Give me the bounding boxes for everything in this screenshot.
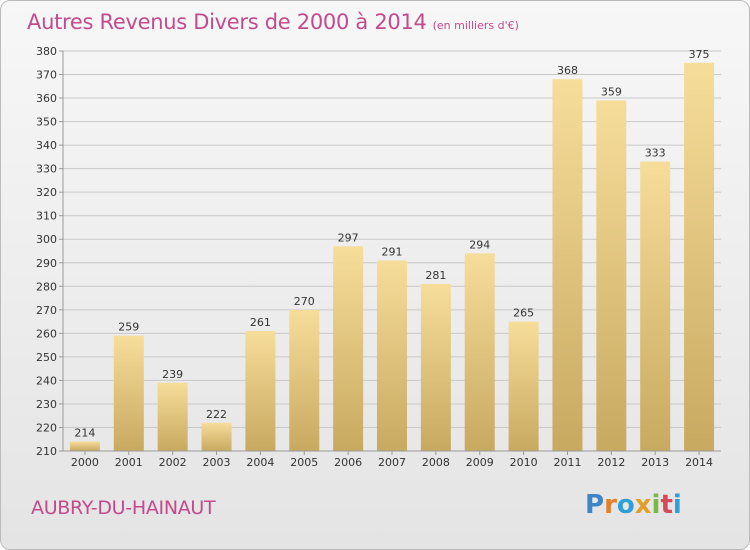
logo-letter: o xyxy=(616,490,635,520)
y-tick-label: 210 xyxy=(36,445,57,458)
proxiti-logo: Proxiti xyxy=(585,490,682,520)
logo-letter: r xyxy=(604,490,617,520)
y-tick-label: 320 xyxy=(36,186,57,199)
bar xyxy=(201,422,232,451)
commune-name: AUBRY-DU-HAINAUT xyxy=(31,497,216,519)
data-label: 239 xyxy=(162,368,183,381)
x-tick-label: 2007 xyxy=(378,456,406,469)
bar xyxy=(420,283,451,451)
bar xyxy=(508,321,539,451)
y-tick-label: 330 xyxy=(36,163,57,176)
bar xyxy=(377,260,407,451)
x-tick-label: 2012 xyxy=(597,456,625,469)
data-label: 261 xyxy=(250,316,271,329)
x-tick-label: 2000 xyxy=(71,456,99,469)
bar xyxy=(640,161,671,451)
data-label: 297 xyxy=(338,231,359,244)
x-tick-label: 2010 xyxy=(510,456,538,469)
x-tick-label: 2008 xyxy=(422,456,450,469)
y-tick-label: 260 xyxy=(36,327,57,340)
y-tick-label: 380 xyxy=(36,45,57,58)
bar xyxy=(289,309,320,451)
bar xyxy=(113,335,144,451)
y-tick-label: 340 xyxy=(36,139,57,152)
data-label: 259 xyxy=(118,321,139,334)
chart-title: Autres Revenus Divers de 2000 à 2014 xyxy=(27,10,427,34)
y-tick-label: 350 xyxy=(36,116,57,129)
x-tick-label: 2005 xyxy=(290,456,318,469)
axes: 210 220 230 240 250 260 270 280 290 300 310 320 330 3… xyxy=(36,45,721,469)
data-labels: 214 259 239 222 261 270 297 291 281 294 265 368 359 3… xyxy=(74,48,709,440)
x-tick-label: 2014 xyxy=(685,456,713,469)
data-label: 281 xyxy=(425,269,446,282)
x-tick-label: 2001 xyxy=(115,456,143,469)
x-tick-label: 2002 xyxy=(159,456,187,469)
data-label: 214 xyxy=(74,427,95,440)
bar xyxy=(684,62,715,451)
bars xyxy=(69,62,715,451)
y-tick-label: 250 xyxy=(36,351,57,364)
logo-letter: t xyxy=(660,490,673,520)
chart-subtitle: (en milliers d'€) xyxy=(432,19,519,32)
x-tick-label: 2011 xyxy=(553,456,581,469)
y-tick-label: 220 xyxy=(36,421,57,434)
x-tick-label: 2004 xyxy=(246,456,274,469)
data-label: 368 xyxy=(557,64,578,77)
y-tick-label: 240 xyxy=(36,374,57,387)
x-tick-label: 2006 xyxy=(334,456,362,469)
x-tick-label: 2003 xyxy=(203,456,231,469)
y-tick-label: 300 xyxy=(36,233,57,246)
bar xyxy=(245,331,276,451)
y-tick-label: 270 xyxy=(36,304,57,317)
bar xyxy=(69,441,100,451)
data-label: 359 xyxy=(601,85,622,98)
chart-title-row: Autres Revenus Divers de 2000 à 2014 (en … xyxy=(27,10,519,34)
data-label: 291 xyxy=(382,245,403,258)
logo-letter: P xyxy=(585,490,605,520)
y-tick-label: 370 xyxy=(36,69,57,82)
bar xyxy=(596,100,627,451)
bar xyxy=(157,382,188,451)
bar xyxy=(464,253,495,451)
y-tick-label: 290 xyxy=(36,257,57,270)
logo-letter: i xyxy=(651,490,661,520)
data-label: 270 xyxy=(294,295,315,308)
x-tick-label: 2009 xyxy=(466,456,494,469)
data-label: 294 xyxy=(469,238,490,251)
y-tick-label: 310 xyxy=(36,210,57,223)
data-label: 375 xyxy=(689,48,710,61)
logo-letter: i xyxy=(672,490,682,520)
logo-letter: x xyxy=(634,490,652,520)
y-tick-label: 230 xyxy=(36,398,57,411)
x-tick-label: 2013 xyxy=(641,456,669,469)
data-label: 333 xyxy=(645,147,666,160)
data-label: 265 xyxy=(513,307,534,320)
bar xyxy=(333,246,364,451)
y-tick-label: 280 xyxy=(36,280,57,293)
bar xyxy=(552,79,583,451)
y-tick-label: 360 xyxy=(36,92,57,105)
data-label: 222 xyxy=(206,408,227,421)
